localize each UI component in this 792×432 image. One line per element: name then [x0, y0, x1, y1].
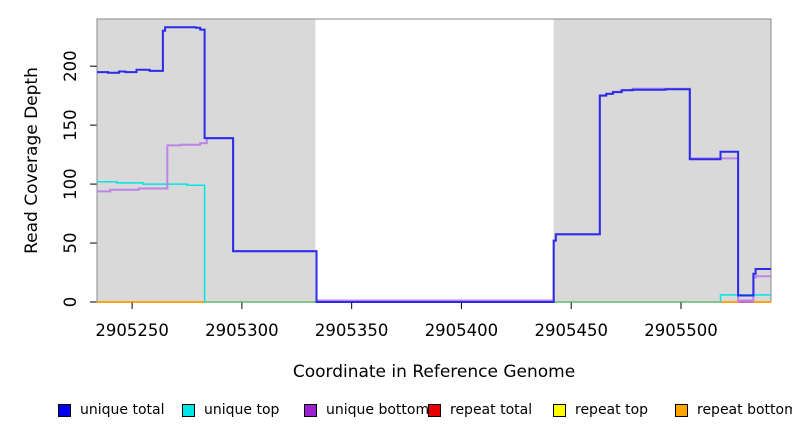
- x-tick-label: 2905250: [95, 321, 169, 340]
- series-unique-total: [97, 26, 771, 303]
- y-tick-label: 50: [61, 233, 80, 254]
- legend-item-unique-bottom: unique bottom: [304, 402, 429, 418]
- y-tick-label: 200: [61, 50, 80, 82]
- legend-swatch-icon: [553, 403, 566, 417]
- legend-label: repeat total: [450, 402, 533, 418]
- legend-label: repeat top: [575, 402, 649, 418]
- legend-item-unique-top: unique top: [182, 402, 279, 418]
- panel-band: [97, 19, 316, 302]
- y-tick-label: 0: [61, 297, 80, 308]
- legend-label: unique total: [80, 402, 165, 418]
- legend-swatch-icon: [58, 403, 71, 417]
- y-tick-label: 150: [61, 109, 80, 141]
- legend-swatch-icon: [304, 403, 317, 417]
- legend: unique total unique top unique bottom repea…: [0, 399, 792, 425]
- legend-item-unique-total: unique total: [58, 402, 164, 418]
- data-series: [97, 26, 771, 303]
- legend-item-repeat-bottom: repeat bottom: [675, 402, 792, 418]
- x-tick-label: 2905300: [205, 321, 279, 340]
- legend-label: unique bottom: [326, 402, 430, 418]
- legend-label: unique top: [204, 402, 280, 418]
- legend-swatch-icon: [675, 403, 688, 417]
- x-tick-label: 2905450: [534, 321, 608, 340]
- legend-swatch-icon: [428, 403, 441, 417]
- axis-ticks: 2905250 2905300 2905350 2905400 2905450 29055…: [61, 50, 718, 340]
- panel-background-bands: [97, 19, 771, 302]
- legend-swatch-icon: [182, 403, 195, 417]
- x-tick-label: 2905350: [315, 321, 389, 340]
- x-tick-label: 2905500: [644, 321, 718, 340]
- legend-item-repeat-total: repeat total: [428, 402, 532, 418]
- x-axis-label: Coordinate in Reference Genome: [293, 362, 575, 382]
- legend-item-repeat-top: repeat top: [553, 402, 648, 418]
- y-axis-label: Read Coverage Depth: [22, 67, 42, 254]
- series-unique-top: [97, 180, 206, 302]
- panel-band: [315, 19, 554, 302]
- panel-band: [553, 19, 771, 302]
- y-tick-label: 100: [61, 168, 80, 200]
- legend-label: repeat bottom: [697, 402, 792, 418]
- x-tick-label: 2905400: [425, 321, 499, 340]
